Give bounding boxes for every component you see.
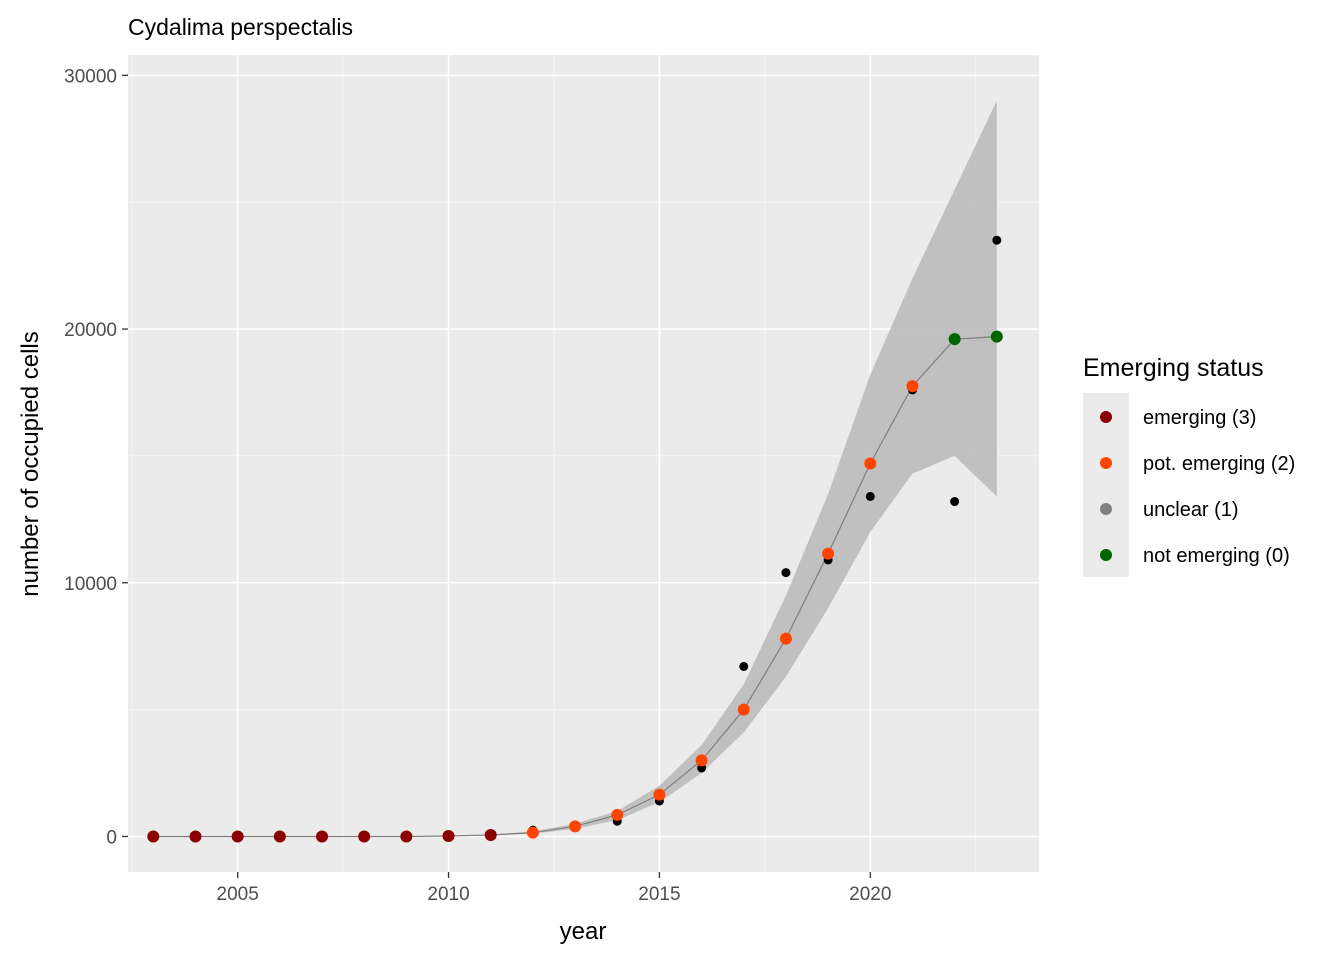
status-point xyxy=(400,830,413,843)
legend-item-label: pot. emerging (2) xyxy=(1143,453,1295,475)
y-tick-label: 10000 xyxy=(64,574,117,595)
legend: Emerging status emerging (3) pot. emergin… xyxy=(1083,354,1295,577)
y-tick-label: 0 xyxy=(106,827,117,848)
observed-point xyxy=(865,491,875,501)
status-point xyxy=(231,830,244,843)
legend-key-dot xyxy=(1100,411,1112,423)
status-point xyxy=(779,632,792,645)
legend-title: Emerging status xyxy=(1083,354,1264,382)
legend-key-dot xyxy=(1100,549,1112,561)
status-point xyxy=(864,457,877,470)
status-point xyxy=(273,830,286,843)
status-point xyxy=(822,547,835,560)
status-point xyxy=(906,380,919,393)
x-tick-label: 2015 xyxy=(638,884,680,905)
y-axis: 0 10000 20000 30000 xyxy=(64,66,128,848)
status-point xyxy=(358,830,371,843)
observed-point xyxy=(992,235,1002,245)
status-point xyxy=(316,830,329,843)
status-point xyxy=(737,703,750,716)
status-point xyxy=(948,333,961,346)
status-point xyxy=(695,754,708,767)
status-point xyxy=(189,830,202,843)
x-tick-label: 2005 xyxy=(217,884,259,905)
status-point xyxy=(611,808,624,821)
status-points-layer xyxy=(147,330,1003,843)
observed-point xyxy=(950,497,960,507)
observed-point xyxy=(781,568,791,578)
legend-key-dot xyxy=(1100,457,1112,469)
chart-title: Cydalima perspectalis xyxy=(128,14,353,40)
x-tick-label: 2020 xyxy=(849,884,891,905)
status-point xyxy=(990,330,1003,343)
y-axis-title: number of occupied cells xyxy=(17,331,44,596)
confidence-ribbon-layer xyxy=(153,100,997,837)
status-point xyxy=(526,826,539,839)
legend-item-label: unclear (1) xyxy=(1143,499,1239,521)
status-point xyxy=(442,829,455,842)
confidence-ribbon xyxy=(153,100,997,837)
legend-item-label: emerging (3) xyxy=(1143,407,1256,429)
x-axis-title: year xyxy=(560,918,607,945)
grid-major xyxy=(128,55,1039,872)
status-point xyxy=(569,820,582,833)
y-tick-label: 20000 xyxy=(64,320,117,341)
legend-item-label: not emerging (0) xyxy=(1143,545,1290,567)
x-tick-label: 2010 xyxy=(427,884,469,905)
x-axis: 2005 2010 2015 2020 xyxy=(217,872,891,905)
observed-point xyxy=(739,661,749,671)
status-point xyxy=(484,828,497,841)
legend-key-dot xyxy=(1100,503,1112,515)
legend-key-background xyxy=(1083,393,1129,577)
status-point xyxy=(653,788,666,801)
y-tick-label: 30000 xyxy=(64,66,117,87)
status-point xyxy=(147,830,160,843)
